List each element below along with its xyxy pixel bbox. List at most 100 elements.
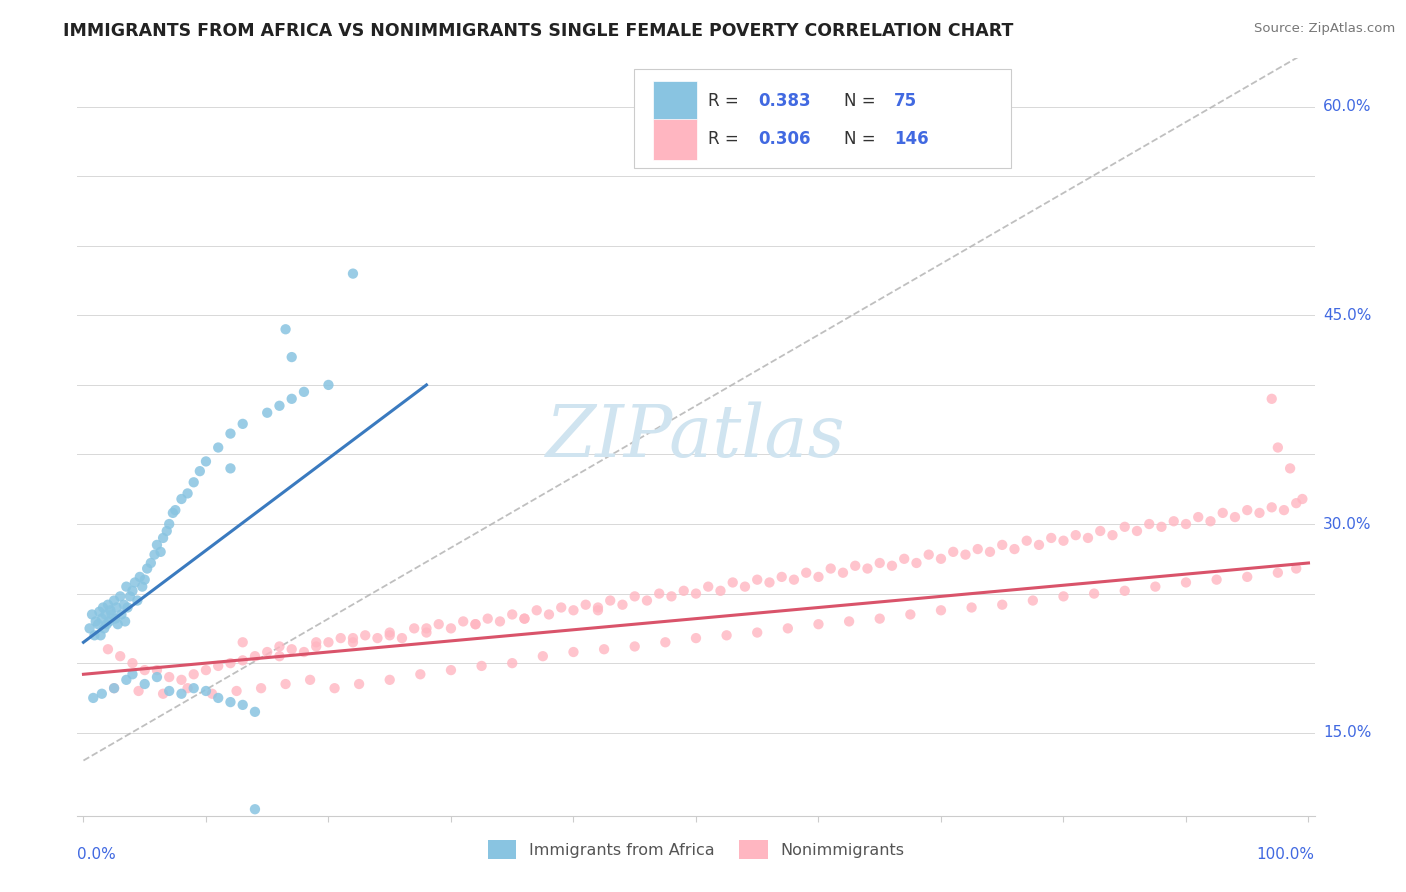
Point xyxy=(183,667,205,681)
Point xyxy=(991,538,1014,552)
Point xyxy=(115,673,138,687)
Point xyxy=(593,642,616,657)
Point xyxy=(783,573,806,587)
Point xyxy=(146,538,169,552)
Point xyxy=(562,603,585,617)
Point xyxy=(1267,441,1289,455)
Point xyxy=(501,656,523,670)
Point xyxy=(318,635,340,649)
Point xyxy=(128,570,150,584)
Point xyxy=(146,663,169,677)
Point xyxy=(898,607,921,622)
Point xyxy=(194,663,217,677)
Point xyxy=(225,684,247,698)
Point xyxy=(100,607,122,622)
Point xyxy=(305,640,328,654)
Point xyxy=(188,464,211,478)
Point xyxy=(219,695,242,709)
Point xyxy=(378,625,401,640)
Point xyxy=(149,545,172,559)
Point xyxy=(415,621,437,635)
Point xyxy=(96,617,118,632)
Point xyxy=(243,802,266,816)
Point xyxy=(157,684,180,698)
Point xyxy=(1028,538,1050,552)
Point xyxy=(219,426,242,441)
Point xyxy=(586,603,609,617)
Point xyxy=(537,607,560,622)
Point xyxy=(586,600,609,615)
Point xyxy=(170,491,193,506)
Point xyxy=(170,673,193,687)
Point xyxy=(103,681,125,696)
Point xyxy=(136,561,159,575)
Point xyxy=(1022,593,1045,607)
Point xyxy=(232,417,254,431)
Point xyxy=(104,612,127,626)
Point xyxy=(685,586,707,600)
Point xyxy=(162,506,184,520)
Point xyxy=(176,681,198,696)
Point xyxy=(118,590,141,604)
Point xyxy=(378,673,401,687)
Point xyxy=(427,617,450,632)
Point xyxy=(131,580,153,594)
Text: 0.0%: 0.0% xyxy=(77,847,117,862)
Point xyxy=(918,548,941,562)
Point xyxy=(1150,520,1173,534)
Point xyxy=(112,598,135,612)
Point xyxy=(250,681,273,696)
Point xyxy=(1114,583,1136,598)
Point xyxy=(170,687,193,701)
Point xyxy=(115,580,138,594)
Point xyxy=(100,603,122,617)
Point xyxy=(97,598,120,612)
Point xyxy=(623,640,645,654)
Point xyxy=(91,600,114,615)
Point xyxy=(243,649,266,664)
Point xyxy=(114,615,136,629)
Text: 45.0%: 45.0% xyxy=(1323,308,1371,323)
Point xyxy=(157,670,180,684)
Point xyxy=(347,677,370,691)
Point xyxy=(697,580,720,594)
Point xyxy=(1236,570,1258,584)
Point xyxy=(232,635,254,649)
Point xyxy=(292,384,315,399)
Point xyxy=(955,548,977,562)
Point xyxy=(820,561,842,575)
Point xyxy=(80,607,103,622)
Point xyxy=(256,406,278,420)
Point xyxy=(342,267,364,281)
Point xyxy=(501,607,523,622)
Point xyxy=(110,607,132,622)
Point xyxy=(90,612,112,626)
Point xyxy=(124,575,146,590)
Point xyxy=(183,681,205,696)
Point xyxy=(342,635,364,649)
Point xyxy=(143,548,166,562)
Point xyxy=(152,687,174,701)
Point xyxy=(1285,496,1308,510)
Point xyxy=(1077,531,1099,545)
Point xyxy=(183,475,205,490)
Point xyxy=(108,649,131,664)
Point xyxy=(612,598,634,612)
Point xyxy=(1163,514,1185,528)
Point xyxy=(378,628,401,642)
Text: Source: ZipAtlas.com: Source: ZipAtlas.com xyxy=(1254,22,1395,36)
Point xyxy=(157,516,180,531)
Point xyxy=(770,570,793,584)
Text: 15.0%: 15.0% xyxy=(1323,725,1371,740)
Point xyxy=(121,656,143,670)
Point xyxy=(758,575,780,590)
Point xyxy=(807,617,830,632)
Point xyxy=(1212,506,1234,520)
Point xyxy=(880,558,903,573)
FancyBboxPatch shape xyxy=(652,119,697,160)
Point xyxy=(1052,533,1074,548)
Point xyxy=(979,545,1001,559)
Point xyxy=(562,645,585,659)
Point xyxy=(84,615,107,629)
Point xyxy=(404,621,426,635)
